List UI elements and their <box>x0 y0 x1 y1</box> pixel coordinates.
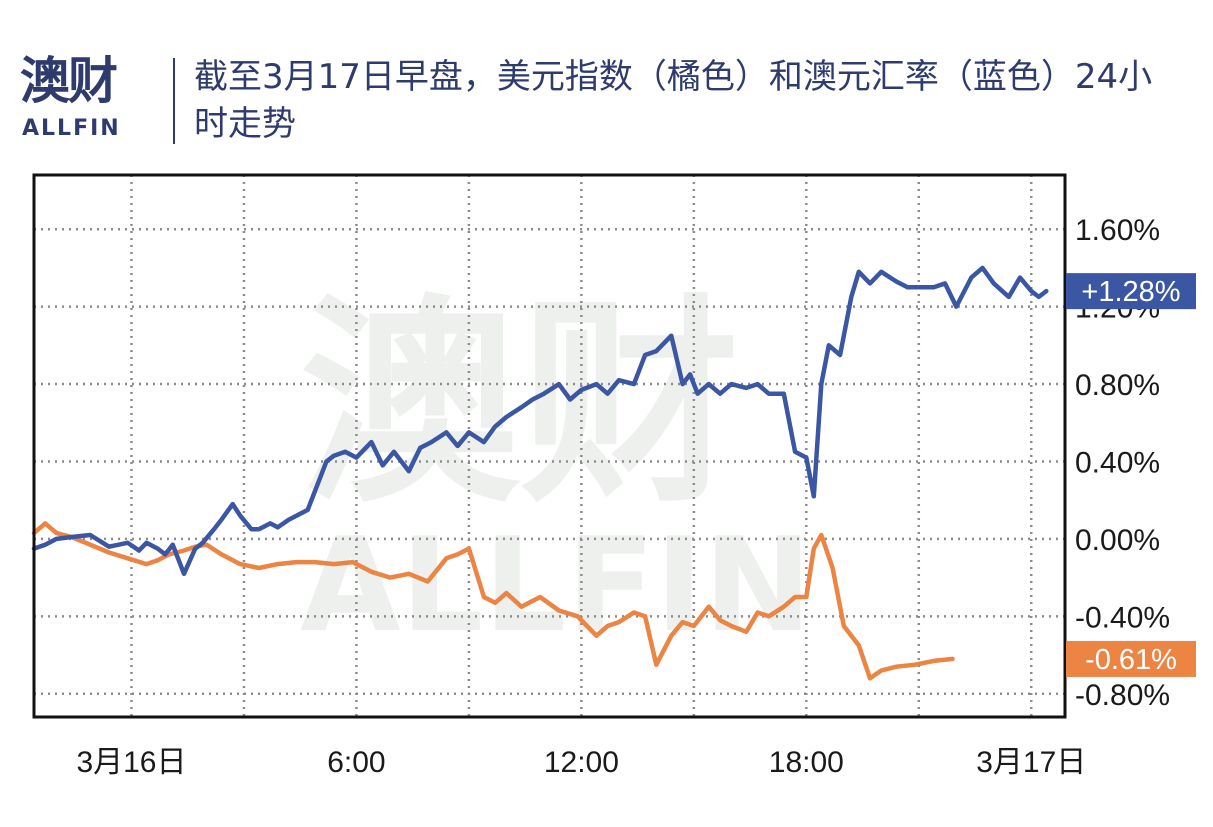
watermark-logo-sub: ALLFIN <box>300 509 812 661</box>
header-divider <box>173 58 175 144</box>
series-line-aud <box>31 265 1049 577</box>
x-tick-label: 3月16日 <box>76 746 186 779</box>
y-tick-label: 0.40% <box>1075 446 1160 479</box>
allfin-logo: 澳财 ALLFIN <box>18 50 153 150</box>
end-label-usd-index: -0.61% <box>1085 644 1177 676</box>
logo-subtitle: ALLFIN <box>22 116 121 141</box>
chart-title: 截至3月17日早盘，美元指数（橘色）和澳元汇率（蓝色）24小时走势 <box>194 57 1153 144</box>
watermark: 澳财 ALLFIN <box>300 276 812 661</box>
y-tick-label: 1.60% <box>1075 214 1160 247</box>
x-tick-label: 6:00 <box>327 746 385 779</box>
x-axis: 3月16日 6:00 12:00 18:00 3月17日 <box>76 746 1086 779</box>
x-tick-label: 18:00 <box>769 746 844 779</box>
watermark-logo-text: 澳财 <box>300 276 740 532</box>
end-label-aud: +1.28% <box>1081 276 1180 308</box>
plot-frame <box>32 173 1067 719</box>
series-line-usd-index <box>31 521 955 681</box>
end-badge-usd-index <box>1066 640 1196 677</box>
y-tick-label: -0.80% <box>1075 679 1170 712</box>
x-tick-label: 3月17日 <box>976 746 1086 779</box>
end-badge-aud <box>1066 273 1196 310</box>
end-labels: -0.61% +1.28% <box>1066 273 1196 677</box>
y-tick-label: -0.40% <box>1075 601 1170 634</box>
logo-wordmark: 澳财 <box>20 52 118 110</box>
series-layer <box>31 265 1049 681</box>
y-tick-label: 0.00% <box>1075 524 1160 557</box>
x-tick-label: 12:00 <box>544 746 619 779</box>
y-tick-label: 0.80% <box>1075 369 1160 402</box>
y-axis: -0.80%-0.40%0.00%0.40%0.80%1.20%1.60% <box>1075 214 1170 712</box>
